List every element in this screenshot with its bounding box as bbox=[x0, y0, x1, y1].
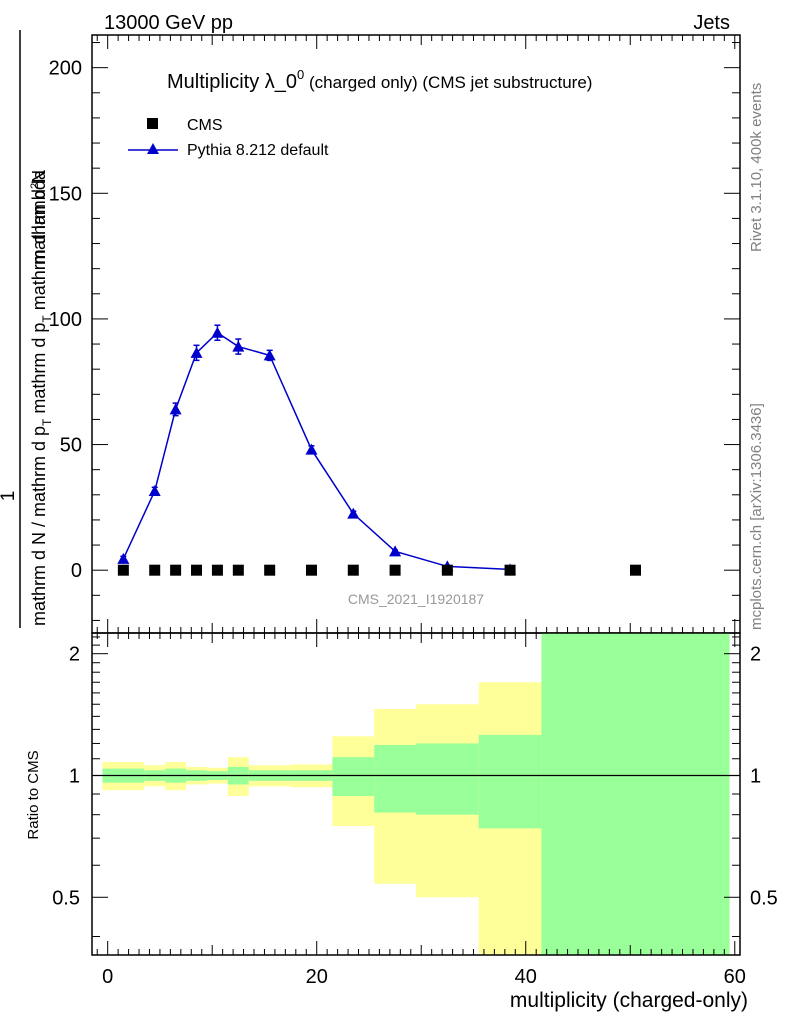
legend-label-mc: Pythia 8.212 default bbox=[187, 142, 329, 159]
ratio-band-inner bbox=[478, 734, 542, 829]
ratio-ylabel: Ratio to CMS bbox=[25, 750, 42, 839]
mc-point bbox=[190, 346, 203, 358]
header-energy: 13000 GeV pp bbox=[104, 12, 233, 34]
y-tick-label: 150 bbox=[49, 183, 82, 205]
cms-point bbox=[389, 564, 401, 576]
y-tick-label: 50 bbox=[60, 435, 82, 457]
ylabel-top: mathrm d2N bbox=[29, 170, 49, 265]
mc-point bbox=[305, 443, 318, 455]
mc-line bbox=[122, 331, 511, 571]
ratio-y-tick-label-right: 0.5 bbox=[750, 887, 778, 909]
ratio-band-inner bbox=[541, 633, 730, 955]
cms-point bbox=[264, 564, 276, 576]
mc-point bbox=[211, 326, 224, 338]
mc-point bbox=[389, 545, 402, 557]
rivet-label: Rivet 3.1.10, 400k events bbox=[748, 83, 765, 252]
header-process: Jets bbox=[693, 12, 730, 34]
ratio-y-tick-label-right: 2 bbox=[750, 644, 761, 666]
x-tick-label: 60 bbox=[724, 966, 746, 988]
ratio-band-inner bbox=[332, 757, 375, 796]
y-tick-label: 200 bbox=[49, 58, 82, 80]
cms-point bbox=[170, 564, 182, 576]
watermark: CMS_2021_I1920187 bbox=[348, 591, 484, 607]
cms-point bbox=[305, 564, 317, 576]
mc-point bbox=[347, 507, 360, 519]
cms-point bbox=[629, 564, 641, 576]
cms-point bbox=[347, 564, 359, 576]
cms-point bbox=[441, 564, 453, 576]
ylabel-denominator: mathrm d N / mathrm d pT mathrm d pT mat… bbox=[29, 169, 54, 626]
chart-title: Multiplicity λ_00 (charged only) (CMS je… bbox=[167, 67, 592, 93]
cms-point bbox=[191, 564, 203, 576]
x-tick-label: 0 bbox=[102, 966, 113, 988]
x-tick-label: 20 bbox=[306, 966, 328, 988]
legend-label-cms: CMS bbox=[187, 117, 223, 134]
y-tick-label: 0 bbox=[71, 560, 82, 582]
main-ylabel: 1 mathrm d N / mathrm d pT mathrm d pT m… bbox=[0, 30, 54, 628]
legend: CMS Pythia 8.212 default bbox=[128, 117, 329, 159]
mc-point bbox=[117, 552, 130, 564]
ratio-y-tick-label-right: 1 bbox=[750, 765, 761, 787]
x-tick-label: 40 bbox=[515, 966, 537, 988]
cms-point bbox=[117, 564, 129, 576]
cms-point bbox=[149, 564, 161, 576]
x-axis-label: multiplicity (charged-only) bbox=[510, 989, 748, 1012]
legend-marker-cms bbox=[147, 118, 158, 129]
mc-point bbox=[263, 349, 276, 361]
ylabel-numerator: 1 bbox=[0, 491, 19, 502]
ratio-y-tick-label: 1 bbox=[69, 765, 80, 787]
ratio-band-inner bbox=[374, 744, 416, 813]
cms-point bbox=[232, 564, 244, 576]
mc-point bbox=[148, 485, 161, 497]
ratio-y-tick-label: 0.5 bbox=[52, 887, 80, 909]
ratio-band-inner bbox=[416, 743, 479, 815]
legend-marker-mc bbox=[147, 143, 159, 154]
mc-point bbox=[169, 403, 182, 415]
cms-point bbox=[211, 564, 223, 576]
mcplots-label: mcplots.cern.ch [arXiv:1306.3436] bbox=[748, 403, 765, 630]
y-tick-label: 100 bbox=[49, 309, 82, 331]
cms-point bbox=[504, 564, 516, 576]
ratio-y-tick-label: 2 bbox=[69, 644, 80, 666]
mc-point bbox=[232, 340, 245, 352]
ratio-plot: 0 20 40 60 0.5 0.5 1 1 2 2 bbox=[52, 632, 778, 988]
